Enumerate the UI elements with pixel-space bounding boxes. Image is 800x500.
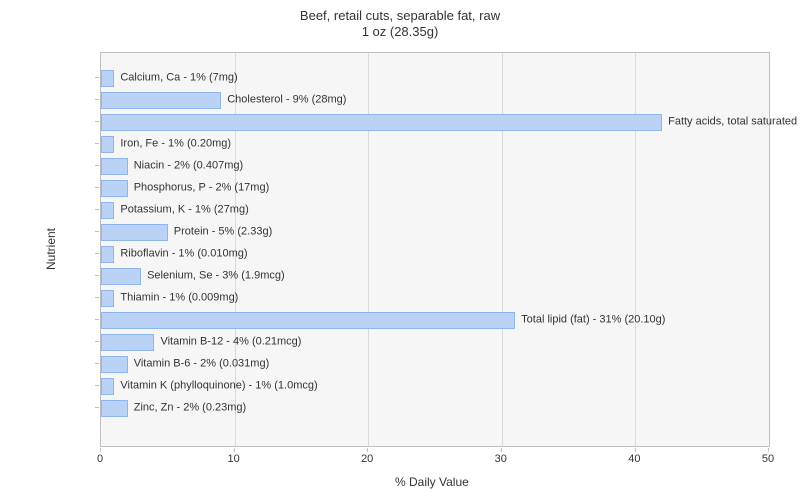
x-tick-mark	[100, 448, 101, 452]
bar	[101, 136, 114, 153]
bar-label: Phosphorus, P - 2% (17mg)	[134, 183, 270, 194]
bar-row: Potassium, K - 1% (27mg)	[101, 202, 771, 219]
bar	[101, 400, 128, 417]
y-tick-mark	[95, 231, 99, 232]
bar-label: Niacin - 2% (0.407mg)	[134, 161, 243, 172]
x-tick: 40	[628, 453, 640, 465]
bar-label: Potassium, K - 1% (27mg)	[120, 205, 248, 216]
y-tick-mark	[95, 407, 99, 408]
bar-label: Riboflavin - 1% (0.010mg)	[120, 249, 247, 260]
bar-row: Protein - 5% (2.33g)	[101, 224, 771, 241]
chart-title-line-2: 1 oz (28.35g)	[0, 24, 800, 40]
bar-label: Zinc, Zn - 2% (0.23mg)	[134, 403, 246, 414]
bar	[101, 246, 114, 263]
bar-label: Protein - 5% (2.33g)	[174, 227, 272, 238]
y-tick-mark	[95, 275, 99, 276]
bar-row: Selenium, Se - 3% (1.9mcg)	[101, 268, 771, 285]
bar-row: Vitamin B-12 - 4% (0.21mcg)	[101, 334, 771, 351]
bar	[101, 312, 515, 329]
bar	[101, 114, 662, 131]
bar	[101, 268, 141, 285]
y-tick-mark	[95, 121, 99, 122]
bar-row: Niacin - 2% (0.407mg)	[101, 158, 771, 175]
x-tick: 20	[361, 453, 373, 465]
y-tick-mark	[95, 363, 99, 364]
bar-row: Zinc, Zn - 2% (0.23mg)	[101, 400, 771, 417]
bar-label: Fatty acids, total saturated - 42% (8.34…	[668, 117, 800, 128]
x-tick-mark	[234, 448, 235, 452]
bar	[101, 290, 114, 307]
bar-row: Total lipid (fat) - 31% (20.10g)	[101, 312, 771, 329]
chart-title-line-1: Beef, retail cuts, separable fat, raw	[0, 8, 800, 24]
bar-row: Calcium, Ca - 1% (7mg)	[101, 70, 771, 87]
bar-label: Calcium, Ca - 1% (7mg)	[120, 73, 237, 84]
y-tick-mark	[95, 143, 99, 144]
bar-row: Phosphorus, P - 2% (17mg)	[101, 180, 771, 197]
bar	[101, 70, 114, 87]
bar	[101, 202, 114, 219]
y-tick-mark	[95, 385, 99, 386]
bar	[101, 356, 128, 373]
bar	[101, 224, 168, 241]
bar-label: Vitamin B-12 - 4% (0.21mcg)	[160, 337, 301, 348]
bar-label: Vitamin K (phylloquinone) - 1% (1.0mcg)	[120, 381, 317, 392]
bar	[101, 158, 128, 175]
bar-label: Cholesterol - 9% (28mg)	[227, 95, 346, 106]
bar-row: Thiamin - 1% (0.009mg)	[101, 290, 771, 307]
bar-row: Vitamin B-6 - 2% (0.031mg)	[101, 356, 771, 373]
x-tick-mark	[634, 448, 635, 452]
y-tick-mark	[95, 99, 99, 100]
y-tick-mark	[95, 297, 99, 298]
chart-title-block: Beef, retail cuts, separable fat, raw 1 …	[0, 8, 800, 41]
y-tick-mark	[95, 319, 99, 320]
y-tick-mark	[95, 77, 99, 78]
x-tick-mark	[501, 448, 502, 452]
y-tick-mark	[95, 341, 99, 342]
bar	[101, 92, 221, 109]
bar-label: Selenium, Se - 3% (1.9mcg)	[147, 271, 285, 282]
x-tick: 30	[495, 453, 507, 465]
bar-row: Riboflavin - 1% (0.010mg)	[101, 246, 771, 263]
bar-label: Total lipid (fat) - 31% (20.10g)	[521, 315, 665, 326]
x-tick: 10	[227, 453, 239, 465]
y-tick-mark	[95, 187, 99, 188]
bar	[101, 334, 154, 351]
x-tick: 50	[762, 453, 774, 465]
x-tick: 0	[97, 453, 103, 465]
x-tick-mark	[768, 448, 769, 452]
y-tick-mark	[95, 209, 99, 210]
bar-label: Thiamin - 1% (0.009mg)	[120, 293, 238, 304]
y-tick-mark	[95, 165, 99, 166]
y-axis-title: Nutrient	[44, 227, 58, 269]
bar-row: Vitamin K (phylloquinone) - 1% (1.0mcg)	[101, 378, 771, 395]
bar-label: Iron, Fe - 1% (0.20mg)	[120, 139, 231, 150]
bar-row: Iron, Fe - 1% (0.20mg)	[101, 136, 771, 153]
bar-label: Vitamin B-6 - 2% (0.031mg)	[134, 359, 270, 370]
x-tick-mark	[367, 448, 368, 452]
y-tick-mark	[95, 253, 99, 254]
plot-area: Calcium, Ca - 1% (7mg) Cholesterol - 9% (…	[100, 52, 770, 447]
nutrient-bar-chart: Beef, retail cuts, separable fat, raw 1 …	[0, 0, 800, 500]
bar	[101, 180, 128, 197]
x-axis-title: % Daily Value	[395, 475, 469, 489]
bar	[101, 378, 114, 395]
bar-row: Cholesterol - 9% (28mg)	[101, 92, 771, 109]
bar-row: Fatty acids, total saturated - 42% (8.34…	[101, 114, 771, 131]
